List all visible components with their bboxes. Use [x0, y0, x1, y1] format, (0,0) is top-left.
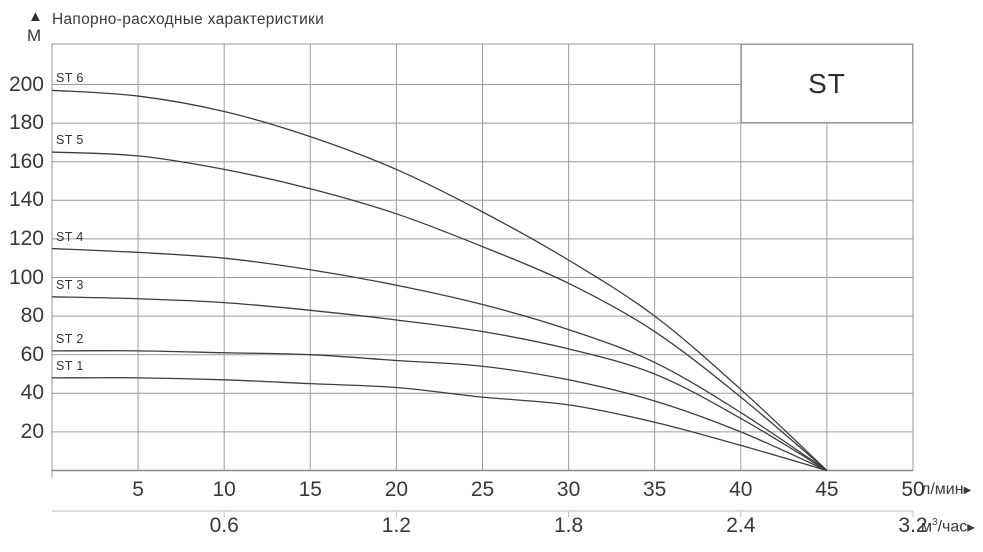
x-tick-label: 5 — [132, 478, 144, 501]
y-tick-label: 120 — [8, 226, 44, 250]
x-tick-label: 30 — [556, 478, 581, 501]
x-tick-label: 35 — [643, 478, 667, 501]
series-family-label: ST — [808, 67, 846, 99]
x-tick-label: 45 — [815, 478, 839, 501]
curve-label: ST 3 — [56, 277, 84, 292]
y-tick-label: 140 — [8, 188, 44, 212]
x-tick-label: 40 — [729, 478, 753, 501]
chart-title: Напорно-расходные характеристики — [52, 11, 325, 28]
x2-tick-label: 1.8 — [553, 514, 584, 537]
x2-tick-label: 3.2 — [898, 514, 928, 537]
x-tick-label: 10 — [212, 478, 236, 501]
x-tick-label: 15 — [298, 478, 322, 501]
x-axis-unit-secondary: м3/час▶ — [921, 517, 975, 536]
y-tick-label: 200 — [8, 72, 44, 96]
pump-curve — [51, 296, 828, 472]
y-tick-label: 100 — [8, 265, 44, 289]
x-axis-unit-secondary-sup: 3 — [932, 517, 938, 528]
x2-tick-label: 1.2 — [381, 514, 411, 537]
y-tick-label: 160 — [8, 149, 44, 173]
pump-curve — [51, 89, 828, 471]
x2-tick-label: 2.4 — [726, 514, 756, 537]
y-tick-label: 40 — [20, 381, 44, 405]
x-axis-unit-primary: л/мин▶ — [921, 481, 971, 499]
pump-curve — [51, 350, 828, 472]
y-tick-label: 20 — [20, 419, 44, 443]
y-tick-label: 60 — [20, 342, 44, 366]
x-axis-unit-secondary-rest: /час — [937, 518, 968, 536]
y-axis-unit-label: М — [27, 26, 42, 45]
curve-label: ST 1 — [56, 358, 84, 373]
x-tick-label: 20 — [384, 478, 409, 501]
x2-tick-label: 0.6 — [209, 514, 239, 537]
y-tick-label: 180 — [8, 111, 44, 135]
y-tick-label: 80 — [20, 304, 44, 328]
pump-curve — [51, 247, 828, 472]
curve-label: ST 4 — [56, 229, 84, 244]
x-axis-right-arrow-icon: ▶ — [963, 485, 972, 496]
pump-curve — [51, 151, 828, 471]
x-axis-unit-primary-text: л/мин — [921, 481, 964, 498]
y-axis-up-arrow-icon: ▲ — [28, 8, 43, 25]
curve-label: ST 6 — [56, 71, 84, 86]
x-axis-unit-secondary-base: м — [921, 518, 932, 536]
pump-curve — [51, 377, 828, 472]
x-tick-label: 25 — [470, 478, 495, 501]
curve-label: ST 2 — [56, 331, 84, 346]
x2-axis-right-arrow-icon: ▶ — [967, 522, 975, 534]
series-family-legend-box: ST — [741, 44, 913, 123]
x-tick-label: 50 — [901, 478, 925, 501]
curve-label: ST 5 — [56, 133, 84, 148]
